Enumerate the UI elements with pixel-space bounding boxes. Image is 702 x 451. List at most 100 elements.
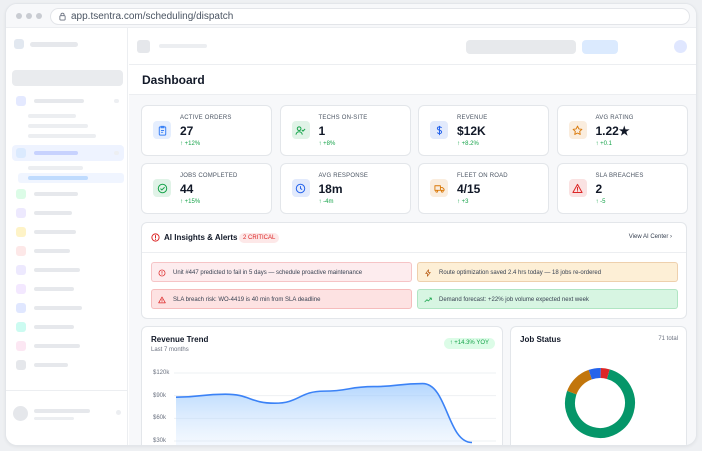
job-status-title: Job Status (520, 335, 561, 344)
kpi-label: FLEET ON ROAD (457, 173, 508, 179)
alert-circle-icon (151, 233, 160, 242)
kpi-change: ↑ -5 (595, 199, 606, 205)
y-tick-label: $90k (153, 392, 167, 399)
kpi-label: SLA BREACHES (595, 173, 644, 179)
page-header: Dashboard (129, 65, 696, 95)
page-title: Dashboard (142, 73, 205, 87)
kpi-card-avg-response[interactable]: AVG RESPONSE 18m ↑ -4m (279, 163, 411, 214)
kpi-card-jobs-completed[interactable]: JOBS COMPLETED 44 ↑ +15% (141, 163, 272, 214)
ai-alert-text: Demand forecast: +22% job volume expecte… (439, 297, 589, 303)
nav-label[interactable] (34, 211, 72, 215)
menu-toggle-icon[interactable] (137, 40, 150, 53)
kpi-card-techs-on-site[interactable]: TECHS ON-SITE 1 ↑ +8% (279, 105, 411, 156)
sub-item-active[interactable] (18, 173, 124, 183)
y-tick-label: $120k (153, 370, 170, 376)
browser-window: app.tsentra.com/scheduling/dispatch (5, 3, 697, 446)
nav-icon[interactable] (16, 360, 26, 370)
main-area: Dashboard ACTIVE ORDERS 27 ↑ +12% TECHS ON-… (129, 28, 696, 445)
browser-chrome: app.tsentra.com/scheduling/dispatch (6, 4, 696, 28)
nav-icon[interactable] (16, 303, 26, 313)
app-logo-icon (14, 39, 24, 49)
kpi-card-sla-breaches[interactable]: SLA BREACHES 2 ↑ -5 (556, 163, 688, 214)
nav-label[interactable] (34, 344, 80, 348)
address-bar[interactable]: app.tsentra.com/scheduling/dispatch (50, 8, 690, 25)
kpi-value: 18m (318, 182, 343, 196)
sub-item[interactable] (28, 114, 76, 118)
user-check-icon (291, 121, 310, 139)
sidebar-search-input[interactable] (12, 70, 123, 86)
nav-icon[interactable] (16, 246, 26, 256)
revenue-trend-title: Revenue Trend (151, 335, 209, 344)
ai-alert-item[interactable]: Route optimization saved 2.4 hrs today —… (417, 262, 678, 282)
sidebar (6, 28, 128, 445)
window-maximize-dot[interactable] (36, 13, 42, 19)
nav-label[interactable] (34, 306, 82, 310)
nav-icon[interactable] (16, 265, 26, 275)
kpi-label: ACTIVE ORDERS (180, 115, 232, 121)
kpi-change: ↑ +12% (180, 141, 201, 147)
sub-item[interactable] (28, 166, 83, 170)
kpi-label: TECHS ON-SITE (318, 115, 368, 121)
nav-icon (16, 148, 26, 158)
clipboard-icon (153, 121, 171, 139)
y-tick-label: $30k (153, 438, 167, 444)
nav-icon[interactable] (16, 284, 26, 294)
ai-insights-card: AI Insights & Alerts 2 CRITICAL View AI … (141, 222, 687, 319)
nav-label[interactable] (34, 192, 78, 196)
ai-alert-item[interactable]: Demand forecast: +22% job volume expecte… (417, 289, 678, 309)
nav-icon[interactable] (16, 227, 26, 237)
nav-label[interactable] (34, 287, 74, 291)
star-icon (568, 121, 587, 139)
nav-icon[interactable] (16, 341, 26, 351)
primary-action-button[interactable] (582, 40, 618, 54)
window-close-dot[interactable] (16, 13, 22, 19)
critical-badge: 2 CRITICAL (239, 233, 280, 243)
kpi-card-revenue[interactable]: REVENUE $12K ↑ +8.2% (418, 105, 549, 156)
nav-label (34, 151, 78, 155)
kpi-change: ↑ +8.2% (457, 141, 479, 147)
nav-label (28, 176, 88, 180)
nav-label[interactable] (34, 363, 68, 367)
nav-label (34, 99, 84, 103)
global-search-input[interactable] (466, 40, 576, 54)
kpi-value: 1.22★ (595, 124, 630, 138)
nav-label[interactable] (34, 325, 74, 329)
nav-icon[interactable] (16, 208, 26, 218)
ai-alert-item[interactable]: Unit #447 predicted to fail in 5 days — … (151, 262, 412, 282)
kpi-value: 4/15 (457, 182, 481, 196)
yoy-badge: ↑ +14.3% YOY (443, 338, 495, 349)
nav-label[interactable] (34, 230, 76, 234)
donut-slice[interactable] (563, 366, 637, 440)
nav-icon (16, 96, 26, 106)
nav-icon[interactable] (16, 322, 26, 332)
breadcrumb (159, 44, 207, 48)
url-text: app.tsentra.com/scheduling/dispatch (71, 11, 234, 22)
kpi-change: ↑ +3 (457, 199, 469, 205)
job-status-donut (563, 366, 637, 440)
kpi-card-fleet-on-road[interactable]: FLEET ON ROAD 4/15 ↑ +3 (418, 163, 549, 214)
top-bar (129, 28, 696, 65)
revenue-line (175, 382, 473, 444)
nav-label[interactable] (34, 268, 80, 272)
kpi-card-active-orders[interactable]: ACTIVE ORDERS 27 ↑ +12% (141, 105, 272, 156)
user-avatar[interactable] (674, 40, 687, 53)
nav-icon[interactable] (16, 189, 26, 199)
kpi-label: AVG RATING (595, 115, 634, 121)
revenue-area (176, 383, 472, 445)
kpi-change: ↑ -4m (318, 199, 334, 205)
nav-label[interactable] (34, 249, 70, 253)
kpi-label: REVENUE (457, 115, 488, 121)
kpi-card-avg-rating[interactable]: AVG RATING 1.22★ ↑ +0.1 (556, 105, 688, 156)
ai-alert-item[interactable]: SLA breach risk: WO-4419 is 40 min from … (151, 289, 412, 309)
kpi-change: ↑ +0.1 (595, 141, 613, 147)
avatar (13, 406, 28, 421)
sidebar-divider (6, 390, 128, 391)
window-minimize-dot[interactable] (26, 13, 32, 19)
kpi-value: 27 (180, 124, 194, 138)
clock-icon (291, 179, 310, 197)
sub-item[interactable] (28, 134, 96, 138)
sub-item[interactable] (28, 124, 88, 128)
view-ai-center-link[interactable]: View AI Center › (628, 234, 672, 240)
kpi-change: ↑ +15% (180, 199, 201, 205)
ai-alert-text: Unit #447 predicted to fail in 5 days — … (173, 270, 363, 276)
